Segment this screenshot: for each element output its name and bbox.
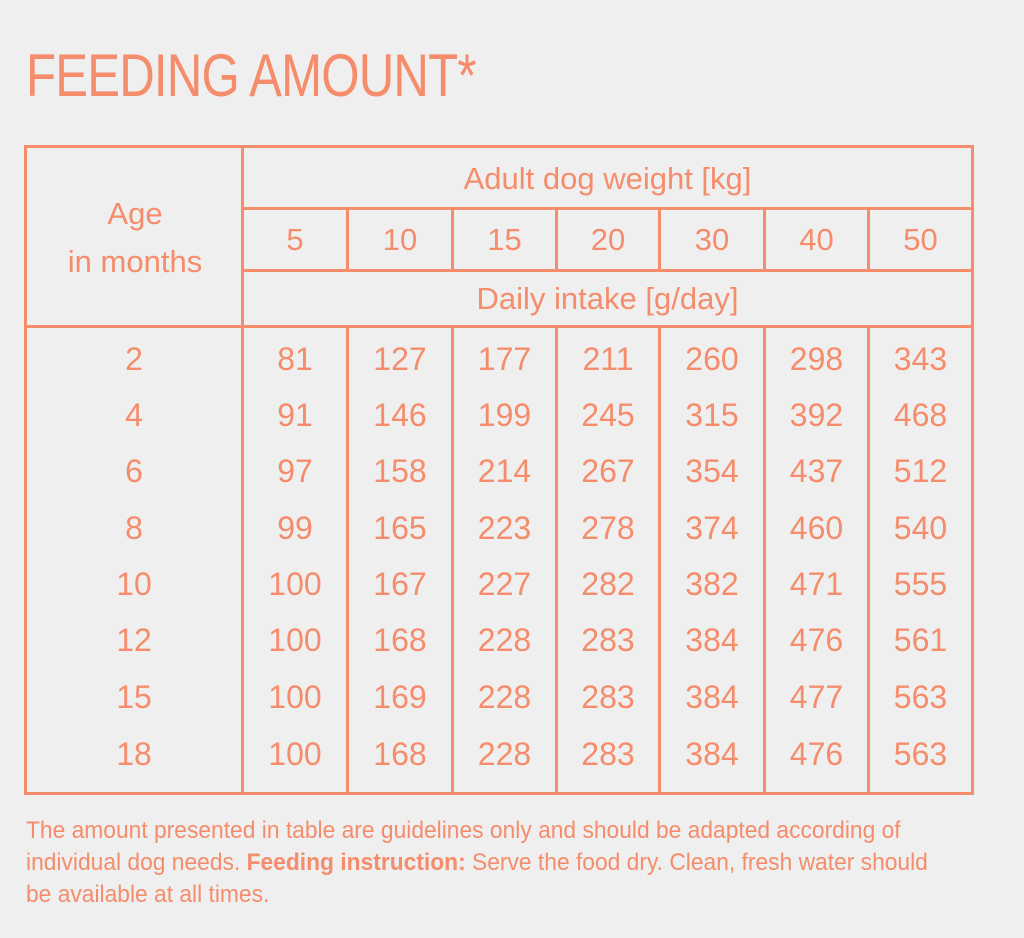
table-cell: 81: [277, 341, 313, 377]
column-divider: [867, 328, 870, 792]
weight-5: 5: [286, 222, 304, 257]
table-cell: 354: [685, 453, 739, 489]
table-cell: 392: [789, 397, 844, 433]
age-header-line2: in months: [67, 244, 203, 279]
column-divider: [346, 328, 349, 792]
weight-header: Adult dog weight [kg]: [463, 161, 752, 196]
table-cell: 563: [893, 679, 948, 715]
note-text-part2: Serve the food dry. Clean, fresh water s…: [26, 849, 928, 909]
table-cell: 315: [685, 397, 739, 433]
table-cell: 512: [893, 453, 948, 489]
table-cell: 563: [893, 736, 948, 772]
table-cell: 384: [685, 679, 739, 715]
table-row-age: 8: [125, 510, 143, 546]
age-header-line1: Age: [107, 195, 163, 231]
weight-20: 20: [590, 222, 626, 257]
table-cell: 555: [893, 566, 948, 602]
table-cell: 384: [685, 736, 739, 772]
feeding-instruction-label: Feeding instruction:: [246, 849, 466, 877]
column-divider: [555, 328, 558, 792]
table-cell: 260: [685, 341, 739, 377]
column-divider: [658, 328, 661, 792]
table-cell: 177: [477, 341, 532, 377]
table-row-age: 6: [125, 453, 143, 489]
table-cell: 278: [581, 510, 635, 546]
table-cell: 146: [373, 397, 427, 433]
table-cell: 298: [789, 341, 844, 377]
header-bottom-divider: [27, 325, 971, 328]
age-header: Age in months: [27, 148, 243, 328]
table-cell: 561: [893, 622, 948, 658]
header-row-divider: [241, 269, 971, 272]
weight-50: 50: [903, 222, 938, 257]
table-cell: 169: [373, 679, 427, 715]
table-cell: 227: [477, 566, 532, 602]
header-row-divider: [241, 207, 971, 210]
weight-30: 30: [694, 222, 730, 257]
column-divider: [658, 207, 661, 269]
table-cell: 228: [477, 622, 532, 658]
table-cell: 158: [373, 453, 427, 489]
table-cell: 228: [477, 736, 532, 772]
table-cell: 468: [893, 397, 948, 433]
table-cell: 228: [477, 679, 532, 715]
table-cell: 245: [581, 397, 635, 433]
weight-15: 15: [487, 222, 522, 257]
table-row-age: 4: [125, 397, 143, 433]
column-divider: [451, 328, 454, 792]
table-cell: 97: [277, 453, 313, 489]
table-row-age: 18: [116, 736, 152, 772]
intake-header: Daily intake [g/day]: [476, 281, 739, 316]
table-cell: 99: [277, 510, 313, 546]
table-cell: 282: [581, 566, 635, 602]
table-cell: 384: [685, 622, 739, 658]
table-row-age: 2: [125, 341, 143, 377]
table-cell: 540: [893, 510, 948, 546]
table-cell: 283: [581, 736, 635, 772]
table-cell: 100: [268, 679, 322, 715]
table-row-age: 10: [116, 566, 152, 602]
table-cell: 267: [581, 453, 635, 489]
column-divider: [451, 207, 454, 269]
table-cell: 211: [582, 341, 634, 377]
table-cell: 91: [277, 397, 313, 433]
table-cell: 168: [373, 736, 427, 772]
table-cell: 100: [268, 622, 322, 658]
weight-10: 10: [382, 222, 418, 257]
table-cell: 214: [477, 453, 532, 489]
age-column-divider: [241, 148, 244, 792]
table-cell: 283: [581, 679, 635, 715]
table-row-age: 12: [116, 622, 152, 658]
table-cell: 127: [373, 341, 427, 377]
column-divider: [555, 207, 558, 269]
table-cell: 471: [789, 566, 844, 602]
table-cell: 283: [581, 622, 635, 658]
note-text-part1: The amount presented in table are guidel…: [26, 817, 901, 877]
table-cell: 437: [789, 453, 844, 489]
table-cell: 100: [268, 736, 322, 772]
table-cell: 168: [373, 622, 427, 658]
column-divider: [867, 207, 870, 269]
table-cell: 223: [477, 510, 532, 546]
page-title: FEEDING AMOUNT*: [26, 42, 477, 109]
feeding-note: The amount presented in table are guidel…: [26, 815, 957, 911]
weight-40: 40: [799, 222, 834, 257]
table-cell: 100: [268, 566, 322, 602]
table-cell: 382: [685, 566, 739, 602]
table-cell: 477: [789, 679, 844, 715]
table-cell: 343: [893, 341, 948, 377]
table-row-age: 15: [116, 679, 152, 715]
table-cell: 476: [789, 622, 844, 658]
table-cell: 167: [373, 566, 427, 602]
table-cell: 476: [789, 736, 844, 772]
table-cell: 460: [789, 510, 844, 546]
column-divider: [763, 207, 766, 269]
column-divider: [763, 328, 766, 792]
table-cell: 199: [477, 397, 532, 433]
table-cell: 374: [685, 510, 739, 546]
feeding-table: Age in months Adult dog weight [kg] Dail…: [24, 145, 974, 795]
table-cell: 165: [373, 510, 427, 546]
column-divider: [346, 207, 349, 269]
